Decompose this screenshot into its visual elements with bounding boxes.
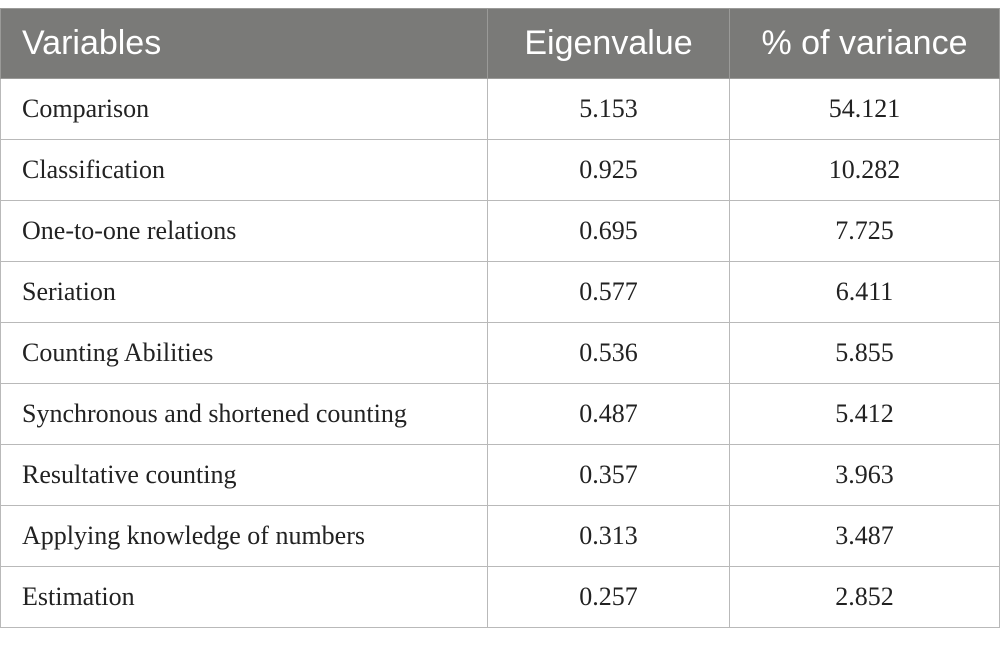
variance-cell: 3.963 bbox=[729, 444, 1000, 506]
header-row: Variables Eigenvalue % of variance bbox=[0, 8, 1000, 79]
variance-cell: 3.487 bbox=[729, 505, 1000, 567]
column-header-eigenvalue: Eigenvalue bbox=[487, 8, 730, 79]
eigenvalue-cell: 5.153 bbox=[487, 78, 730, 140]
table-body: Comparison 5.153 54.121 Classification 0… bbox=[0, 78, 1000, 628]
eigenvalue-cell: 0.357 bbox=[487, 444, 730, 506]
variance-cell: 5.412 bbox=[729, 383, 1000, 445]
variance-cell: 5.855 bbox=[729, 322, 1000, 384]
table-row: Classification 0.925 10.282 bbox=[0, 139, 1000, 201]
eigenvalue-cell: 0.257 bbox=[487, 566, 730, 628]
variable-cell: One-to-one relations bbox=[0, 200, 488, 262]
variable-cell: Counting Abilities bbox=[0, 322, 488, 384]
table-row: Seriation 0.577 6.411 bbox=[0, 261, 1000, 323]
table-row: One-to-one relations 0.695 7.725 bbox=[0, 200, 1000, 262]
variable-cell: Estimation bbox=[0, 566, 488, 628]
variance-cell: 7.725 bbox=[729, 200, 1000, 262]
variable-cell: Synchronous and shortened counting bbox=[0, 383, 488, 445]
table-row: Applying knowledge of numbers 0.313 3.48… bbox=[0, 505, 1000, 567]
eigenvalue-cell: 0.925 bbox=[487, 139, 730, 201]
table-row: Resultative counting 0.357 3.963 bbox=[0, 444, 1000, 506]
table-row: Comparison 5.153 54.121 bbox=[0, 78, 1000, 140]
column-header-variables: Variables bbox=[0, 8, 488, 79]
eigenvalue-cell: 0.536 bbox=[487, 322, 730, 384]
table-row: Counting Abilities 0.536 5.855 bbox=[0, 322, 1000, 384]
table-row: Synchronous and shortened counting 0.487… bbox=[0, 383, 1000, 445]
eigenvalue-cell: 0.313 bbox=[487, 505, 730, 567]
variance-cell: 54.121 bbox=[729, 78, 1000, 140]
eigenvalue-cell: 0.577 bbox=[487, 261, 730, 323]
variance-cell: 2.852 bbox=[729, 566, 1000, 628]
variable-cell: Classification bbox=[0, 139, 488, 201]
column-header-percent-variance: % of variance bbox=[729, 8, 1000, 79]
variable-cell: Seriation bbox=[0, 261, 488, 323]
variance-cell: 10.282 bbox=[729, 139, 1000, 201]
variable-cell: Resultative counting bbox=[0, 444, 488, 506]
table-header: Variables Eigenvalue % of variance bbox=[0, 8, 1000, 79]
variable-cell: Applying knowledge of numbers bbox=[0, 505, 488, 567]
eigenvalue-cell: 0.487 bbox=[487, 383, 730, 445]
table-row: Estimation 0.257 2.852 bbox=[0, 566, 1000, 628]
variance-cell: 6.411 bbox=[729, 261, 1000, 323]
eigenvalue-table: Variables Eigenvalue % of variance Compa… bbox=[0, 8, 1000, 628]
variable-cell: Comparison bbox=[0, 78, 488, 140]
eigenvalue-cell: 0.695 bbox=[487, 200, 730, 262]
